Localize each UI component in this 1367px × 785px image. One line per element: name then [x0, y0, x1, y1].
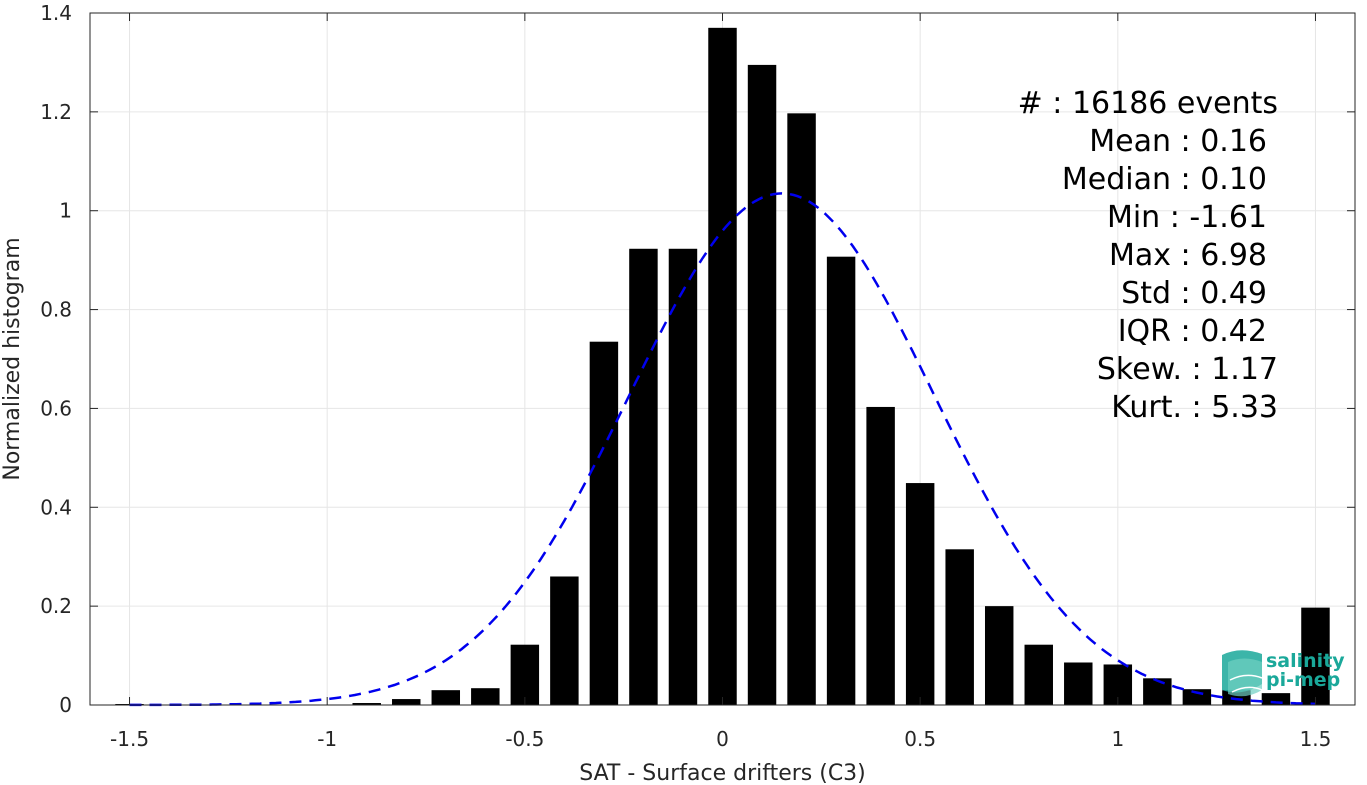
y-tick-label: 1.2: [40, 100, 72, 124]
y-tick-label: 0: [59, 693, 72, 717]
histogram-bar: [550, 576, 579, 705]
axis-ticks: [90, 12, 1355, 706]
stats-line: Min : -1.61: [1107, 200, 1267, 235]
stats-line: Median : 0.10: [1062, 162, 1267, 197]
stats-line: Max : 6.98: [1109, 238, 1267, 273]
logo-line1: salinity: [1266, 650, 1345, 672]
histogram-bar: [589, 341, 619, 705]
y-tick-label: 0.2: [40, 594, 72, 618]
histogram-bar: [629, 248, 658, 705]
histogram-bar: [905, 483, 935, 705]
histogram-bar: [431, 690, 461, 705]
y-tick-label: 1.4: [40, 1, 72, 25]
y-axis-label: Normalized histogram: [0, 237, 25, 480]
salinity-pi-mep-logo: salinity pi-mep: [1222, 650, 1345, 697]
histogram-bar: [668, 248, 698, 705]
logo-line2: pi-mep: [1266, 669, 1340, 691]
histogram-bar: [1301, 607, 1330, 705]
x-tick-label: -1.5: [110, 727, 149, 751]
x-tick-label: 1.5: [1300, 727, 1332, 751]
histogram-bar: [945, 549, 974, 705]
x-axis-label: SAT - Surface drifters (C3): [579, 761, 866, 785]
y-tick-label: 1: [59, 199, 72, 223]
histogram-bar: [708, 27, 737, 706]
stats-line: Std : 0.49: [1121, 276, 1267, 311]
histogram-bar: [866, 406, 895, 705]
histogram-bar: [747, 64, 777, 705]
x-tick-labels: -1.5 -1 -0.5 0 0.5 1 1.5: [110, 727, 1331, 751]
histogram-bar: [1182, 689, 1212, 705]
stats-line: IQR : 0.42: [1118, 314, 1267, 349]
x-tick-label: 0.5: [904, 727, 936, 751]
x-tick-label: -0.5: [505, 727, 544, 751]
stats-line: Mean : 0.16: [1089, 124, 1267, 159]
histogram-bar: [826, 256, 856, 705]
y-tick-labels: 0 0.2 0.4 0.6 0.8 1 1.2 1.4: [40, 1, 72, 717]
histogram-bar: [1064, 662, 1093, 705]
histogram-bar: [1261, 693, 1291, 705]
stats-line: Kurt. : 5.33: [1111, 390, 1278, 425]
histogram-bar: [984, 606, 1014, 705]
histogram-bar: [352, 703, 381, 705]
histogram-bar: [1024, 644, 1053, 705]
histogram-bar: [471, 688, 500, 705]
x-tick-label: 1: [1111, 727, 1124, 751]
y-tick-label: 0.8: [40, 298, 72, 322]
x-tick-label: -1: [317, 727, 337, 751]
histogram-bar: [510, 644, 540, 705]
stats-line: Skew. : 1.17: [1097, 352, 1278, 387]
histogram-bar: [1143, 678, 1172, 705]
histogram-bars: [115, 27, 1330, 706]
x-tick-label: 0: [716, 727, 729, 751]
histogram-bar: [787, 113, 816, 706]
stats-line: # : 16186 events: [1018, 86, 1278, 121]
y-tick-label: 0.6: [40, 396, 72, 420]
histogram-bar: [392, 699, 421, 705]
y-tick-label: 0.4: [40, 495, 72, 519]
